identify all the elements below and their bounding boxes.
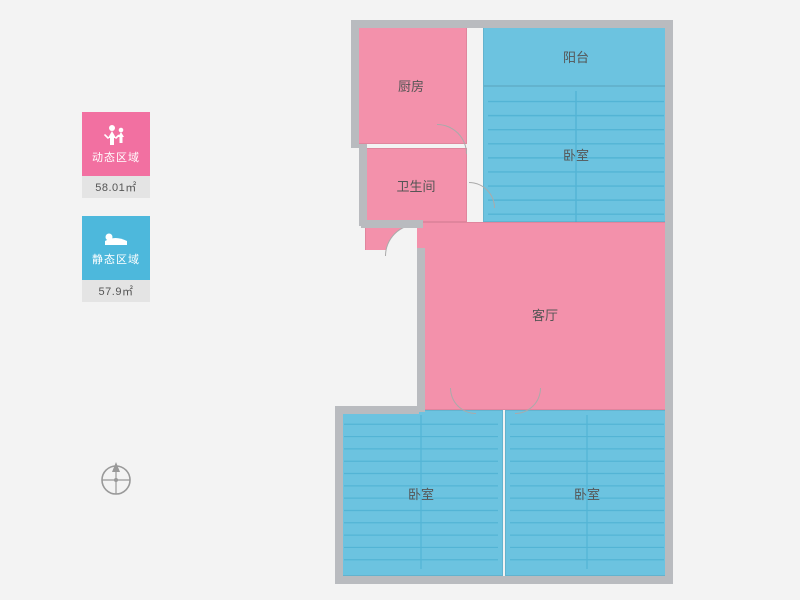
floorplan: 厨房 阳台 卧室 卫生间 客厅: [325, 12, 685, 588]
wall: [335, 406, 419, 414]
legend-static-icon: 静态区域: [82, 216, 150, 280]
wall: [417, 248, 425, 412]
room-balcony-label: 阳台: [563, 47, 589, 66]
room-bedroom-sw: 卧室: [339, 410, 503, 576]
wall: [351, 20, 671, 28]
room-living: 客厅: [421, 250, 669, 410]
wall: [351, 20, 359, 148]
room-balcony: 阳台: [483, 26, 669, 86]
wall: [335, 406, 343, 584]
room-bedroom-ne-label: 卧室: [563, 145, 589, 164]
people-icon: [102, 123, 130, 147]
room-bedroom-se: 卧室: [505, 410, 669, 576]
room-kitchen-label: 厨房: [398, 76, 424, 95]
room-bathroom-label: 卫生间: [396, 176, 435, 195]
legend-static: 静态区域 57.9㎡: [82, 216, 150, 302]
wall: [361, 220, 423, 228]
room-bedroom-ne: 卧室: [483, 86, 669, 222]
room-living-label: 客厅: [532, 305, 558, 324]
legend-panel: 动态区域 58.01㎡ 静态区域 57.9㎡: [82, 112, 150, 320]
room-bathroom: 卫生间: [365, 148, 467, 222]
room-bedroom-sw-label: 卧室: [408, 484, 434, 503]
wall: [359, 144, 367, 226]
compass-icon: [96, 458, 136, 498]
sleep-icon: [101, 229, 131, 249]
legend-static-label: 静态区域: [92, 251, 140, 267]
legend-static-value: 57.9㎡: [82, 280, 150, 302]
legend-dynamic-icon: 动态区域: [82, 112, 150, 176]
legend-dynamic: 动态区域 58.01㎡: [82, 112, 150, 198]
legend-dynamic-value: 58.01㎡: [82, 176, 150, 198]
compass: [96, 458, 136, 498]
legend-dynamic-label: 动态区域: [92, 149, 140, 165]
room-bedroom-se-label: 卧室: [574, 484, 600, 503]
wall: [665, 20, 673, 584]
wall: [335, 576, 673, 584]
